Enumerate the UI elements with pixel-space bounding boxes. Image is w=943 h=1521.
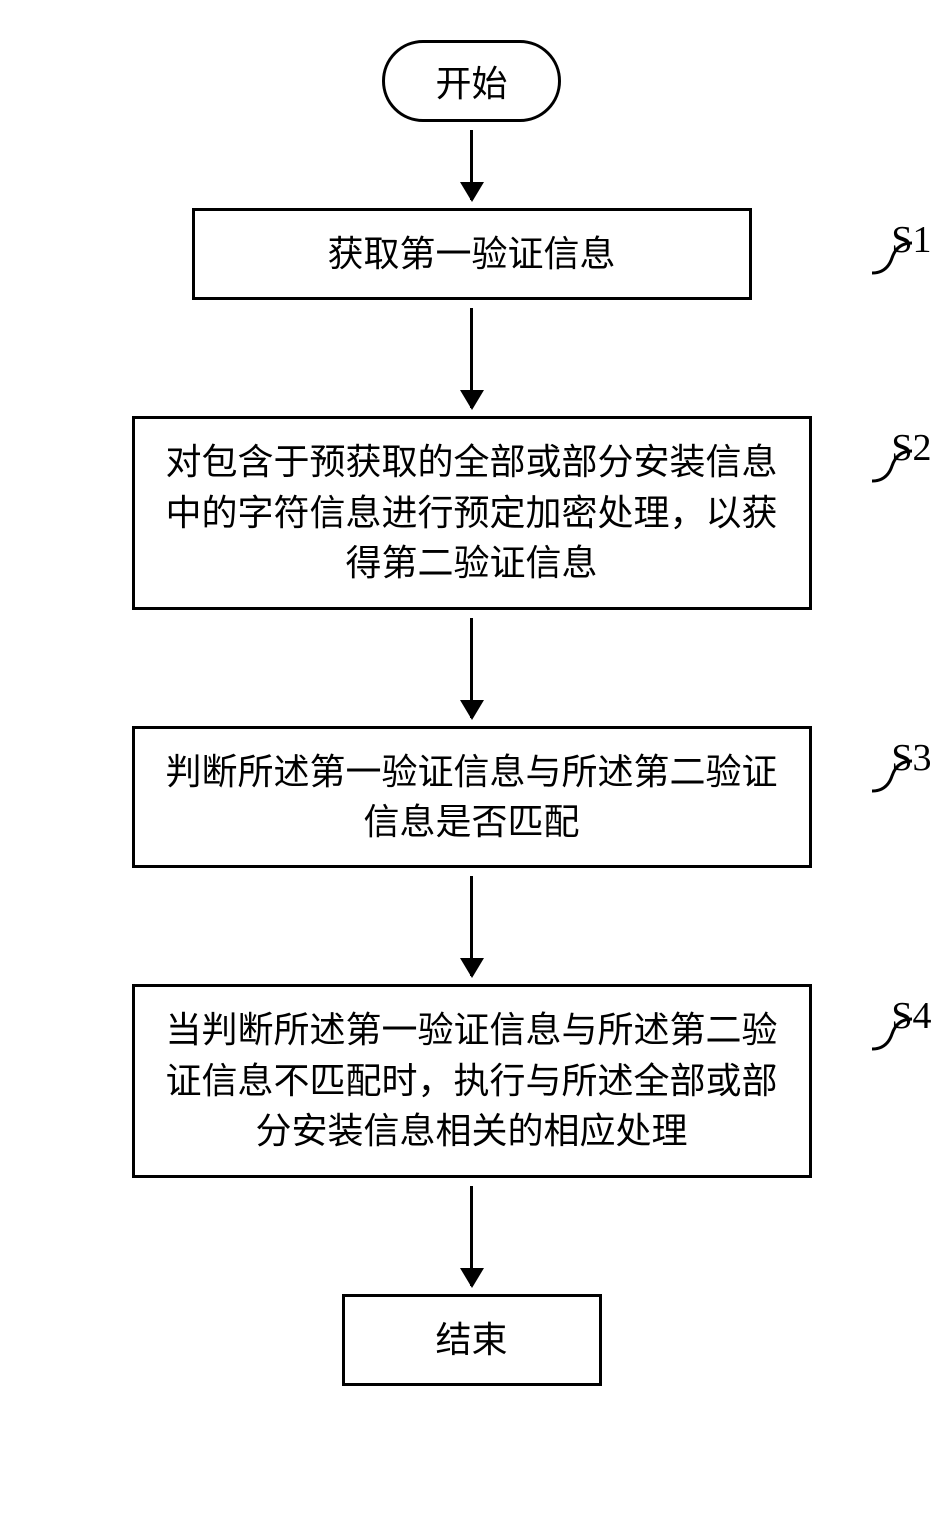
start-text: 开始 [435,64,507,104]
s2-process: 对包含于预获取的全部或部分安装信息中的字符信息进行预定加密处理，以获得第二验证信… [132,416,812,609]
s3-process: 判断所述第一验证信息与所述第二验证信息是否匹配 [132,726,812,869]
s2-label: S2 [891,426,931,470]
s3-wrapper: 判断所述第一验证信息与所述第二验证信息是否匹配 S3 [72,726,872,869]
s2-text: 对包含于预获取的全部或部分安装信息中的字符信息进行预定加密处理，以获得第二验证信… [165,442,777,583]
s4-label: S4 [891,994,931,1038]
arrow-s3-s4 [470,876,473,976]
s2-wrapper: 对包含于预获取的全部或部分安装信息中的字符信息进行预定加密处理，以获得第二验证信… [72,416,872,609]
s4-text: 当判断所述第一验证信息与所述第二验证信息不匹配时，执行与所述全部或部分安装信息相… [165,1010,777,1151]
arrow-s1-s2 [470,308,473,408]
arrow-s2-s3 [470,618,473,718]
arrow-s4-end [470,1186,473,1286]
end-process: 结束 [342,1294,602,1386]
start-terminal: 开始 [382,40,560,122]
s4-wrapper: 当判断所述第一验证信息与所述第二验证信息不匹配时，执行与所述全部或部分安装信息相… [72,984,872,1177]
s3-text: 判断所述第一验证信息与所述第二验证信息是否匹配 [165,752,777,842]
s3-label: S3 [891,736,931,780]
s1-label: S1 [891,218,931,262]
s1-text: 获取第一验证信息 [327,234,615,274]
flowchart-container: 开始 获取第一验证信息 S1 对包含于预获取的全部或部分安装信息中的字符信息进行… [72,40,872,1386]
s1-process: 获取第一验证信息 [192,208,752,300]
s1-wrapper: 获取第一验证信息 S1 [72,208,872,300]
s4-process: 当判断所述第一验证信息与所述第二验证信息不匹配时，执行与所述全部或部分安装信息相… [132,984,812,1177]
end-text: 结束 [435,1320,507,1360]
arrow-start-s1 [470,130,473,200]
